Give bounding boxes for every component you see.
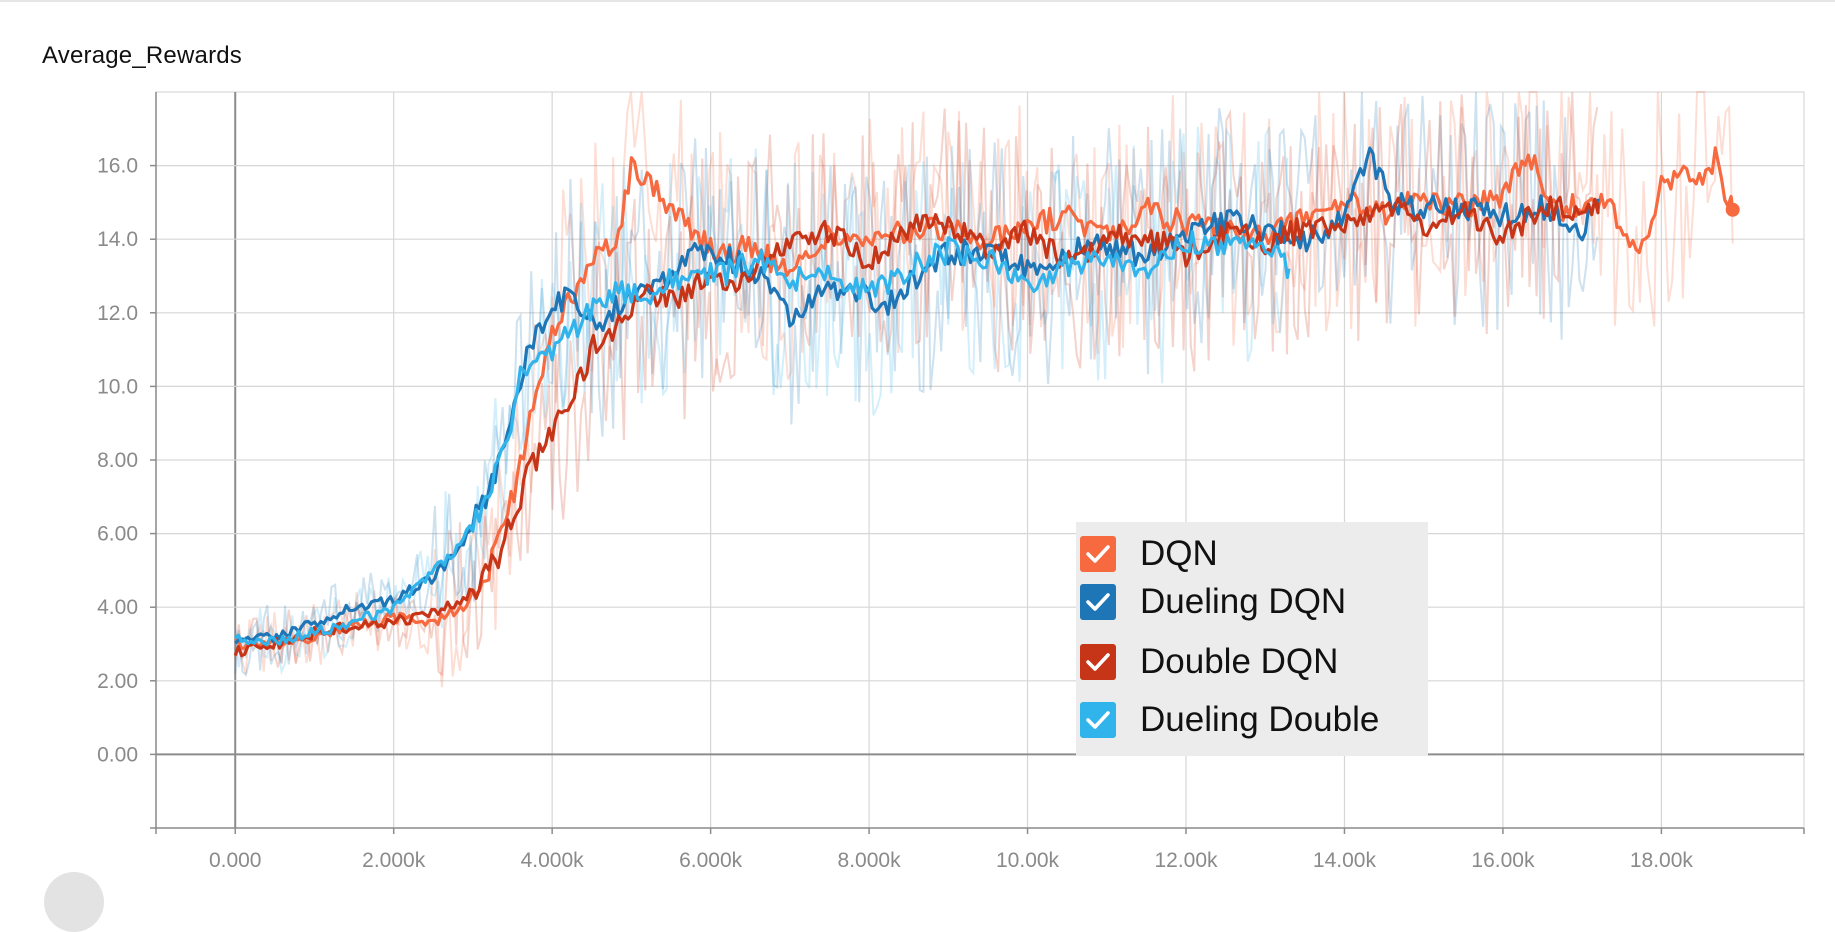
legend-item-dueling-dqn[interactable]: Dueling DQN [1080,580,1346,624]
legend: DQN Dueling DQN Double DQN Dueling Doubl… [1076,522,1428,756]
check-icon [1086,545,1110,563]
y-tick-label: 4.00 [97,596,138,619]
y-tick-label: 2.00 [97,670,138,693]
y-tick-label: 12.0 [97,302,138,325]
series-double-dqn-line [233,195,1600,658]
x-tick-label: 8.000k [838,849,902,872]
legend-item-dqn[interactable]: DQN [1080,532,1218,576]
check-icon [1086,593,1110,611]
legend-label-dqn: DQN [1140,534,1218,573]
x-tick-label: 12.00k [1154,849,1218,872]
y-tick-label: 10.0 [97,375,138,398]
checkbox-dueling-dqn[interactable] [1080,584,1116,620]
y-tick-label: 8.00 [97,449,138,472]
y-tick-label: 0.00 [97,743,138,766]
x-tick-label: 14.00k [1313,849,1377,872]
y-tick-label: 14.0 [97,228,138,251]
series-dueling-double-line [234,230,1291,647]
x-tick-label: 0.000 [209,849,262,872]
legend-label-double-dqn: Double DQN [1140,642,1339,681]
y-tick-label: 6.00 [97,523,138,546]
checkbox-dueling-double[interactable] [1080,702,1116,738]
check-icon [1086,711,1110,729]
x-tick-label: 6.000k [679,849,743,872]
expand-button[interactable] [44,872,104,932]
legend-label-dueling-dqn: Dueling DQN [1140,582,1347,621]
x-tick-label: 16.00k [1471,849,1535,872]
raw-series-layer [234,91,1734,688]
axes [150,92,1805,834]
check-icon [1086,653,1110,671]
legend-item-double-dqn[interactable]: Double DQN [1080,640,1338,684]
series-dueling-dqn-line [234,146,1600,645]
checkbox-double-dqn[interactable] [1080,644,1116,680]
series-dueling-dqn-raw [234,91,1599,677]
tick-labels: 0.00 2.00 4.00 6.00 8.00 10.0 12.0 14.0 16.0 0.00… [97,155,1693,872]
y-tick-label: 16.0 [97,155,138,178]
checkbox-dqn[interactable] [1080,536,1116,572]
legend-item-dueling-double[interactable]: Dueling Double [1080,698,1379,742]
x-tick-label: 18.00k [1630,849,1694,872]
series-dueling-double-raw [234,126,1288,676]
chart-title: Average_Rewards [42,42,243,69]
line-chart: 0.00 2.00 4.00 6.00 8.00 10.0 12.0 14.0 16.0 0.00… [97,91,1805,872]
x-tick-label: 10.00k [996,849,1060,872]
series-dqn-end-marker [1725,202,1740,217]
legend-label-dueling-double: Dueling Double [1140,700,1380,739]
smoothed-series-layer [233,146,1740,658]
x-tick-label: 4.000k [521,849,585,872]
x-tick-label: 2.000k [362,849,426,872]
